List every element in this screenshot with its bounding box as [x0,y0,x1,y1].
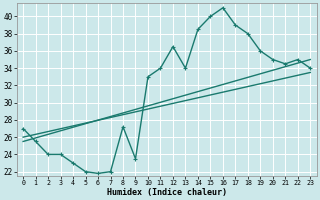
X-axis label: Humidex (Indice chaleur): Humidex (Indice chaleur) [107,188,227,197]
